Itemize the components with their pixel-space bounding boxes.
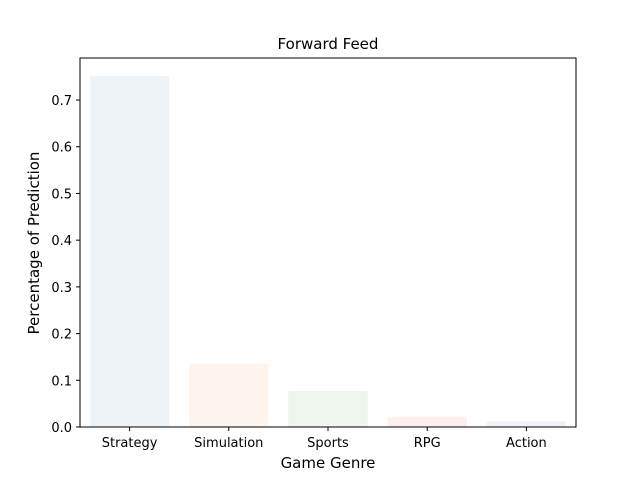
- y-tick-label: 0.1: [51, 374, 72, 389]
- y-tick-label: 0.6: [51, 141, 72, 156]
- y-axis-title: Percentage of Prediction: [25, 152, 43, 335]
- plot-frame: [79, 57, 577, 428]
- chart-title: Forward Feed: [278, 35, 379, 53]
- bar-rpg: [387, 416, 467, 427]
- bar-strategy: [89, 76, 170, 427]
- x-tick-label: Action: [506, 436, 547, 451]
- y-tick-label: 0.7: [51, 94, 72, 109]
- y-ticks-group: 0.0 0.1 0.2 0.3 0.4 0.5 0.6 0.7: [51, 94, 80, 436]
- bar-simulation: [189, 363, 269, 427]
- x-axis-title: Game Genre: [281, 454, 376, 472]
- y-tick-label: 0.4: [51, 234, 72, 249]
- x-tick-label: Sports: [307, 436, 349, 451]
- bar-sports: [288, 391, 368, 427]
- bars-group: [89, 76, 567, 427]
- y-tick-label: 0.3: [51, 281, 72, 296]
- x-tick-label: RPG: [414, 436, 441, 451]
- y-tick-label: 0.0: [51, 421, 72, 436]
- x-tick-label: Strategy: [102, 436, 158, 451]
- x-tick-label: Simulation: [194, 436, 263, 451]
- bar-action: [486, 421, 567, 427]
- x-ticks-group: Strategy Simulation Sports RPG Action: [102, 427, 547, 451]
- y-tick-label: 0.5: [51, 187, 72, 202]
- y-tick-label: 0.2: [51, 328, 72, 343]
